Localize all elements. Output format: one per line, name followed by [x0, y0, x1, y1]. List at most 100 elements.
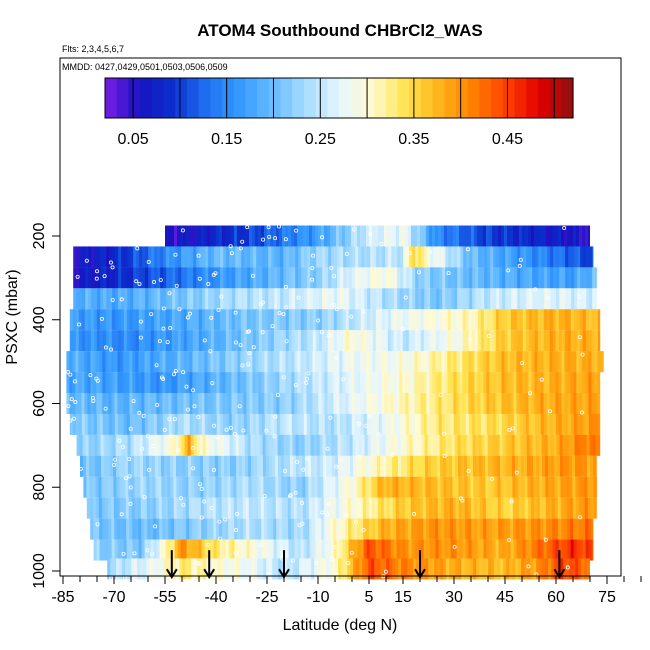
heatmap-cell [129, 539, 134, 561]
sample-point [233, 551, 238, 556]
heatmap-cell [162, 330, 167, 352]
heatmap-cell [435, 393, 439, 414]
heatmap-cell [398, 476, 402, 498]
heatmap-cell [402, 539, 407, 561]
heatmap-cell [245, 455, 249, 477]
heatmap-cell [405, 539, 410, 561]
heatmap-cell [102, 518, 106, 540]
heatmap-cell [399, 330, 404, 352]
heatmap-cell [422, 558, 426, 580]
heatmap-cell [357, 539, 362, 561]
heatmap-cell [359, 476, 363, 498]
heatmap-cell [423, 330, 428, 352]
heatmap-cell [342, 393, 346, 414]
heatmap-cell [452, 455, 456, 477]
heatmap-cell [593, 476, 597, 498]
heatmap-cell [486, 330, 491, 352]
heatmap-cell [405, 330, 410, 352]
heatmap-cell [530, 455, 534, 477]
heatmap-cell [106, 434, 111, 456]
heatmap-cell [174, 351, 178, 373]
heatmap-cell [474, 309, 479, 331]
heatmap-cell [570, 372, 574, 394]
heatmap-cell [588, 225, 590, 247]
sample-point [296, 295, 301, 300]
heatmap-cell [273, 330, 278, 352]
heatmap-cell [539, 476, 543, 498]
heatmap-cell [595, 267, 597, 289]
heatmap-cell [235, 288, 239, 310]
heatmap-cell [542, 497, 547, 519]
heatmap-cell [396, 309, 401, 331]
heatmap-cell [558, 393, 562, 414]
sample-point [137, 410, 142, 415]
heatmap-cell [566, 476, 570, 498]
heatmap-cell [579, 309, 584, 331]
heatmap-cell [593, 455, 597, 477]
heatmap-cell [181, 246, 185, 268]
sample-point [270, 324, 275, 329]
colorbar-segment [526, 78, 539, 118]
heatmap-cell [405, 351, 409, 373]
heatmap-cell [441, 330, 446, 352]
heatmap-cell [240, 518, 244, 540]
heatmap-cell [78, 393, 82, 414]
heatmap-cell [299, 455, 303, 477]
heatmap-cell [108, 413, 113, 435]
heatmap-cell [297, 351, 301, 373]
heatmap-cell [534, 372, 538, 394]
heatmap-cell [162, 518, 166, 540]
heatmap-cell [304, 246, 308, 268]
heatmap-cell [333, 539, 338, 561]
heatmap-cell [470, 497, 475, 519]
heatmap-layer-950 [93, 539, 594, 561]
heatmap-cell [192, 393, 196, 414]
heatmap-cell [432, 225, 436, 247]
heatmap-cell [590, 455, 594, 477]
sample-point [509, 499, 514, 504]
heatmap-cell [462, 518, 466, 540]
heatmap-cell [273, 518, 277, 540]
heatmap-cell [130, 246, 134, 268]
heatmap-cell [174, 393, 178, 414]
heatmap-cell [182, 558, 186, 580]
heatmap-cell [387, 330, 392, 352]
heatmap-cell [283, 434, 288, 456]
heatmap-cell [392, 455, 396, 477]
heatmap-cell [85, 246, 89, 268]
heatmap-cell [88, 267, 92, 289]
heatmap-cell [143, 558, 147, 580]
heatmap-cell [417, 539, 422, 561]
heatmap-cell [264, 330, 269, 352]
heatmap-cell [107, 476, 111, 498]
sample-point [407, 251, 412, 256]
heatmap-cell [412, 288, 416, 310]
heatmap-cell [167, 455, 171, 477]
heatmap-cell [558, 309, 563, 331]
heatmap-cell [503, 558, 507, 580]
heatmap-cell [353, 455, 357, 477]
heatmap-cell [238, 267, 242, 289]
heatmap-cell [94, 246, 98, 268]
heatmap-cell [225, 225, 229, 247]
heatmap-cell [167, 476, 171, 498]
heatmap-cell [427, 267, 431, 289]
heatmap-cell [507, 413, 512, 435]
heatmap-cell [504, 372, 508, 394]
heatmap-cell [279, 518, 283, 540]
heatmap-cell [276, 539, 281, 561]
colorbar-segment [222, 78, 235, 118]
heatmap-cell [345, 330, 350, 352]
heatmap-cell [577, 434, 582, 456]
heatmap-cell [376, 246, 380, 268]
heatmap-cell [189, 351, 193, 373]
heatmap-cell [306, 309, 311, 331]
heatmap-cell [296, 476, 300, 498]
heatmap-cell [103, 288, 107, 310]
sample-point [580, 352, 585, 357]
heatmap-cell [342, 413, 347, 435]
heatmap-cell [245, 497, 250, 519]
heatmap-cell [567, 330, 572, 352]
heatmap-cell [111, 539, 116, 561]
heatmap-cell [571, 246, 575, 268]
